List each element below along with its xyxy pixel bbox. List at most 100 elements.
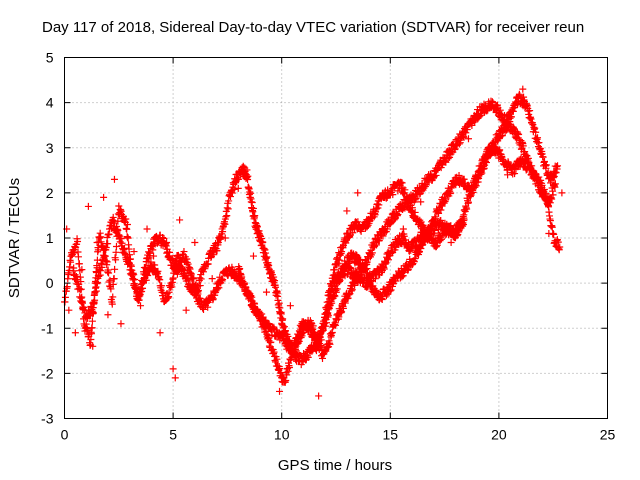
data-point: [540, 186, 548, 194]
data-point: [159, 288, 167, 296]
y-tick-label: 3: [46, 140, 54, 156]
data-point: [279, 315, 287, 323]
data-point: [509, 107, 517, 115]
data-point: [411, 196, 419, 204]
data-point: [354, 189, 362, 197]
data-point: [455, 171, 463, 179]
data-point: [343, 207, 351, 215]
data-point: [375, 237, 383, 245]
data-point: [519, 85, 527, 93]
data-point: [262, 288, 270, 296]
data-point: [124, 234, 132, 242]
data-point: [431, 226, 439, 234]
data-point: [98, 263, 106, 271]
data-point: [191, 239, 199, 247]
data-point: [109, 213, 117, 221]
x-tick-label: 25: [600, 427, 616, 443]
data-point: [183, 258, 191, 266]
data-point: [88, 307, 96, 315]
y-tick-label: -3: [41, 411, 54, 427]
data-point: [176, 216, 184, 224]
x-axis-label: GPS time / hours: [278, 457, 392, 474]
data-point: [75, 284, 83, 292]
data-point: [285, 363, 293, 371]
data-point: [112, 222, 120, 230]
data-point: [322, 322, 330, 330]
data-point: [345, 233, 353, 241]
data-point: [452, 142, 460, 150]
data-point: [224, 205, 232, 213]
data-point: [213, 285, 221, 293]
data-point: [70, 264, 78, 272]
data-point: [276, 387, 284, 395]
data-point: [290, 351, 298, 359]
data-point: [411, 254, 419, 262]
data-point: [228, 189, 236, 197]
data-point: [554, 238, 562, 246]
data-point: [193, 288, 201, 296]
data-point: [339, 304, 347, 312]
data-point: [400, 232, 408, 240]
data-point: [230, 185, 238, 193]
data-point: [95, 272, 103, 280]
data-point: [386, 287, 394, 295]
data-point: [273, 326, 281, 334]
data-point: [332, 288, 340, 296]
data-point: [403, 203, 411, 211]
y-tick-label: 2: [46, 185, 54, 201]
data-point: [82, 320, 90, 328]
data-point: [139, 284, 147, 292]
data-point: [552, 169, 560, 177]
y-tick-label: 4: [46, 95, 54, 111]
data-point: [309, 322, 317, 330]
data-point: [277, 310, 285, 318]
data-point: [556, 243, 564, 251]
data-point: [417, 198, 425, 206]
data-point: [330, 293, 338, 301]
y-tick-label: -2: [41, 365, 54, 381]
data-point: [261, 246, 269, 254]
data-point: [464, 198, 472, 206]
data-point: [335, 256, 343, 264]
data-point: [358, 271, 366, 279]
data-point: [92, 287, 100, 295]
data-point: [554, 162, 562, 170]
data-point: [154, 267, 162, 275]
data-point: [221, 234, 229, 242]
data-point: [371, 275, 379, 283]
data-point: [511, 170, 519, 178]
data-point: [159, 234, 167, 242]
data-point: [446, 153, 454, 161]
data-point: [84, 327, 92, 335]
axis-ticks: 0 5 10 15 20 25 -3 -2 -1 0 1 2 3 4 5: [41, 50, 615, 443]
data-point: [326, 340, 334, 348]
data-point: [463, 205, 471, 213]
data-point: [65, 306, 73, 314]
data-point: [344, 259, 352, 267]
data-point: [357, 256, 365, 264]
data-point: [282, 377, 290, 385]
data-point: [506, 114, 514, 122]
data-point: [110, 175, 118, 183]
data-point: [242, 283, 250, 291]
data-point: [258, 235, 266, 243]
data-point: [88, 324, 96, 332]
data-point: [284, 367, 292, 375]
data-point: [166, 248, 174, 256]
data-point: [76, 286, 84, 294]
data-point: [317, 341, 325, 349]
data-point: [333, 285, 341, 293]
data-point: [110, 275, 118, 283]
data-point: [263, 253, 271, 261]
data-point: [464, 135, 472, 143]
data-point: [249, 252, 257, 260]
data-point: [244, 172, 252, 180]
data-point: [197, 275, 205, 283]
data-point: [106, 276, 114, 284]
x-tick-label: 0: [61, 427, 69, 443]
data-point: [143, 225, 151, 233]
data-point: [103, 258, 111, 266]
data-point: [516, 92, 524, 100]
data-point: [249, 204, 257, 212]
data-point: [115, 202, 123, 210]
